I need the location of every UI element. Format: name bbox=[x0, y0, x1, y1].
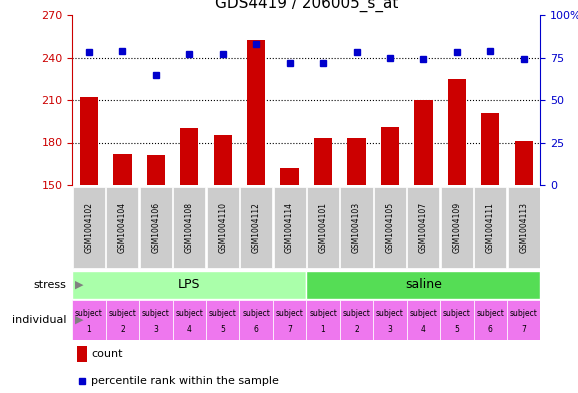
Bar bbox=[306, 271, 540, 299]
Bar bbox=[373, 300, 407, 340]
Bar bbox=[306, 300, 340, 340]
Text: stress: stress bbox=[34, 280, 66, 290]
Bar bbox=[147, 155, 165, 185]
Text: subject: subject bbox=[209, 310, 236, 318]
Text: 3: 3 bbox=[153, 325, 158, 334]
Text: 5: 5 bbox=[454, 325, 460, 334]
Bar bbox=[240, 187, 272, 268]
Text: 1: 1 bbox=[321, 325, 325, 334]
Text: subject: subject bbox=[343, 310, 370, 318]
Text: count: count bbox=[91, 349, 123, 359]
Text: individual: individual bbox=[12, 315, 66, 325]
Text: 6: 6 bbox=[254, 325, 258, 334]
Text: GSM1004108: GSM1004108 bbox=[185, 202, 194, 253]
Bar bbox=[514, 141, 533, 185]
Bar bbox=[72, 300, 106, 340]
Text: 1: 1 bbox=[87, 325, 91, 334]
Text: 4: 4 bbox=[187, 325, 192, 334]
Bar bbox=[139, 300, 173, 340]
Bar bbox=[340, 300, 373, 340]
Bar bbox=[72, 271, 306, 299]
Text: subject: subject bbox=[276, 310, 303, 318]
Bar bbox=[207, 187, 239, 268]
Bar bbox=[474, 187, 506, 268]
Text: 6: 6 bbox=[488, 325, 492, 334]
Bar bbox=[314, 138, 332, 185]
Text: subject: subject bbox=[175, 310, 203, 318]
Text: 7: 7 bbox=[521, 325, 526, 334]
Bar bbox=[113, 154, 132, 185]
Text: GSM1004104: GSM1004104 bbox=[118, 202, 127, 253]
Bar bbox=[507, 300, 540, 340]
Bar bbox=[473, 300, 507, 340]
Bar bbox=[106, 300, 139, 340]
Text: percentile rank within the sample: percentile rank within the sample bbox=[91, 376, 279, 386]
Bar bbox=[307, 187, 339, 268]
Bar bbox=[173, 187, 205, 268]
Text: GSM1004110: GSM1004110 bbox=[218, 202, 227, 253]
Text: 3: 3 bbox=[387, 325, 392, 334]
Bar bbox=[213, 136, 232, 185]
Bar bbox=[247, 40, 265, 185]
Bar bbox=[441, 187, 473, 268]
Bar bbox=[407, 187, 439, 268]
Bar bbox=[481, 113, 499, 185]
Bar bbox=[173, 300, 206, 340]
Bar bbox=[273, 300, 306, 340]
Text: subject: subject bbox=[510, 310, 538, 318]
Text: subject: subject bbox=[75, 310, 103, 318]
Text: 2: 2 bbox=[120, 325, 125, 334]
Bar bbox=[507, 187, 540, 268]
Bar bbox=[180, 129, 198, 185]
Bar bbox=[273, 187, 306, 268]
Text: GSM1004113: GSM1004113 bbox=[519, 202, 528, 253]
Text: subject: subject bbox=[309, 310, 337, 318]
Bar bbox=[414, 100, 432, 185]
Text: subject: subject bbox=[242, 310, 270, 318]
Bar bbox=[340, 187, 373, 268]
Bar bbox=[347, 138, 366, 185]
Text: subject: subject bbox=[476, 310, 504, 318]
Text: GSM1004111: GSM1004111 bbox=[486, 202, 495, 253]
Bar bbox=[77, 346, 87, 362]
Text: GSM1004112: GSM1004112 bbox=[251, 202, 261, 253]
Text: ▶: ▶ bbox=[75, 315, 84, 325]
Text: GSM1004109: GSM1004109 bbox=[453, 202, 461, 253]
Bar bbox=[73, 187, 105, 268]
Bar bbox=[239, 300, 273, 340]
Bar bbox=[206, 300, 239, 340]
Text: LPS: LPS bbox=[178, 279, 201, 292]
Text: ▶: ▶ bbox=[75, 280, 84, 290]
Text: subject: subject bbox=[409, 310, 438, 318]
Bar bbox=[407, 300, 440, 340]
Text: GSM1004102: GSM1004102 bbox=[84, 202, 94, 253]
Title: GDS4419 / 206005_s_at: GDS4419 / 206005_s_at bbox=[214, 0, 398, 12]
Text: GSM1004105: GSM1004105 bbox=[386, 202, 394, 253]
Bar bbox=[280, 168, 299, 185]
Text: subject: subject bbox=[443, 310, 470, 318]
Text: GSM1004101: GSM1004101 bbox=[318, 202, 328, 253]
Text: GSM1004114: GSM1004114 bbox=[285, 202, 294, 253]
Text: GSM1004106: GSM1004106 bbox=[151, 202, 160, 253]
Bar bbox=[440, 300, 473, 340]
Text: subject: subject bbox=[376, 310, 404, 318]
Text: GSM1004107: GSM1004107 bbox=[419, 202, 428, 253]
Bar bbox=[374, 187, 406, 268]
Text: subject: subject bbox=[142, 310, 170, 318]
Bar bbox=[447, 79, 466, 185]
Text: subject: subject bbox=[109, 310, 136, 318]
Bar bbox=[106, 187, 139, 268]
Text: 5: 5 bbox=[220, 325, 225, 334]
Text: 2: 2 bbox=[354, 325, 359, 334]
Bar bbox=[80, 97, 98, 185]
Text: 7: 7 bbox=[287, 325, 292, 334]
Bar bbox=[381, 127, 399, 185]
Text: GSM1004103: GSM1004103 bbox=[352, 202, 361, 253]
Text: saline: saline bbox=[405, 279, 442, 292]
Bar bbox=[140, 187, 172, 268]
Text: 4: 4 bbox=[421, 325, 426, 334]
